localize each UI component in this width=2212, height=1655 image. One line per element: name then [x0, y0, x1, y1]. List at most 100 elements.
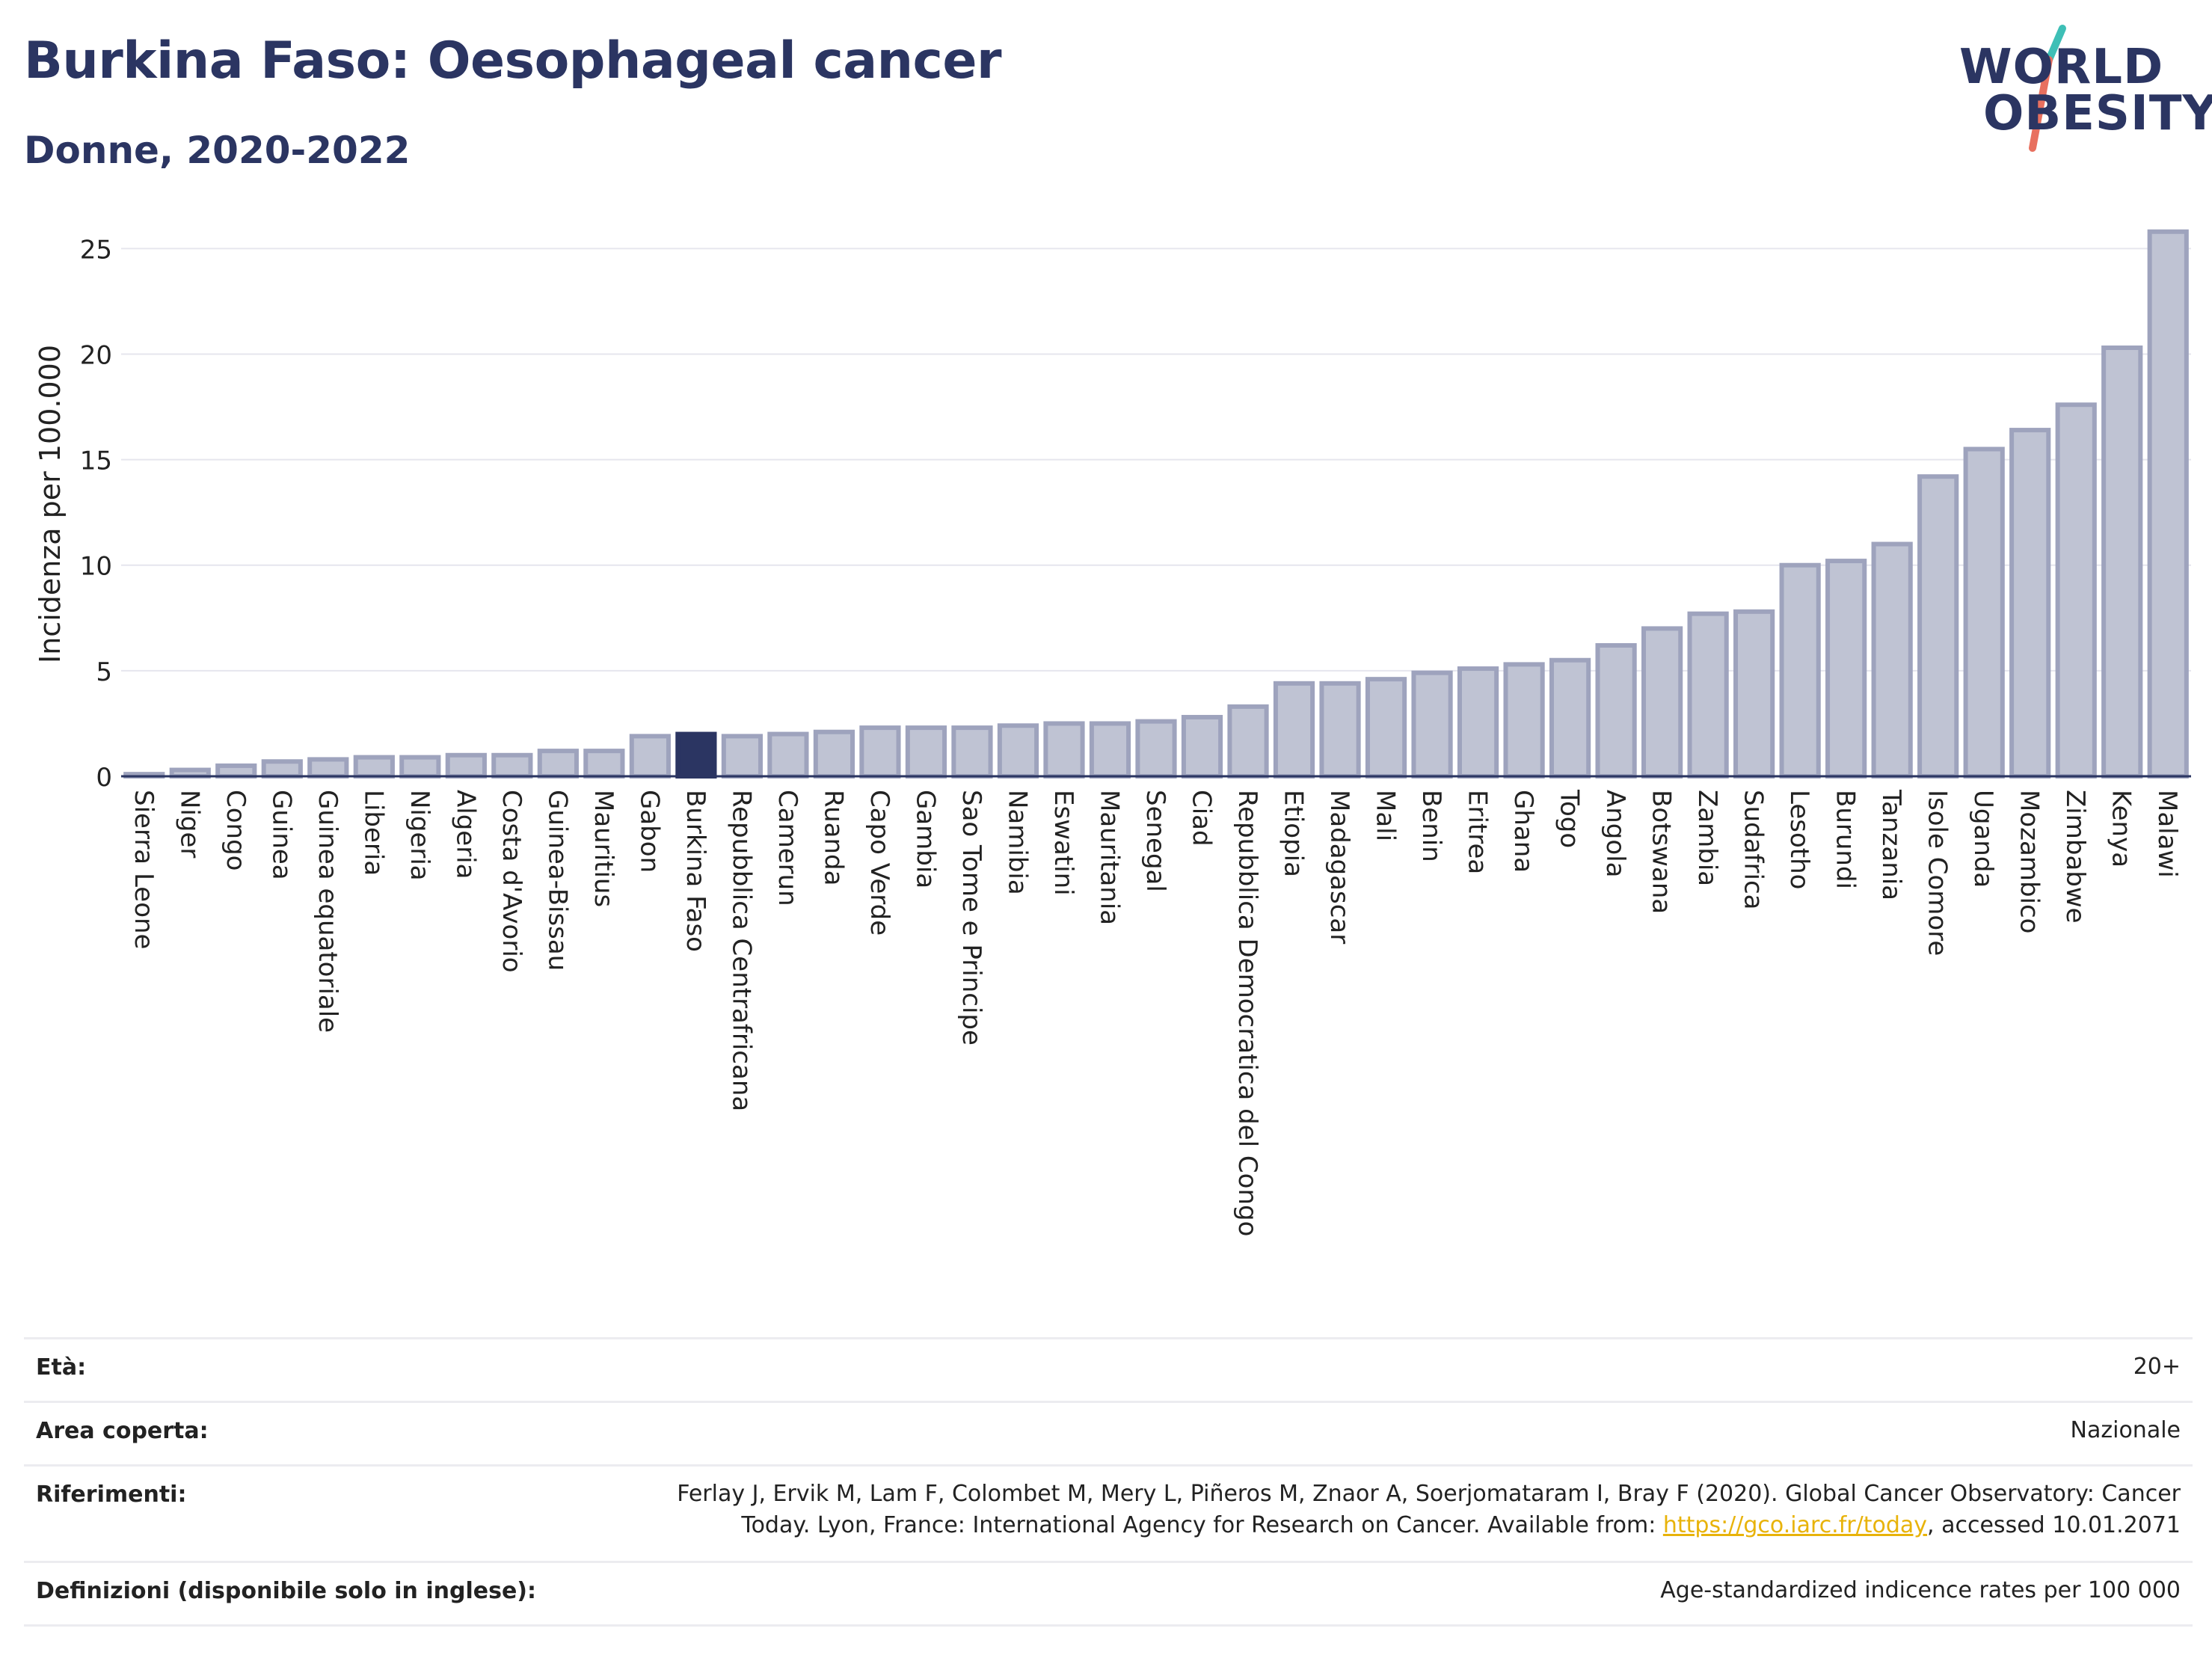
x-tick-label: Etiopia	[1279, 790, 1309, 877]
bar-burkina-faso	[675, 731, 717, 779]
meta-label: Area coperta:	[36, 1418, 209, 1444]
x-tick-label: Congo	[221, 790, 251, 871]
bar-ruanda	[813, 729, 855, 779]
x-tick-label: Mali	[1371, 790, 1401, 841]
x-tick-label: Malawi	[2152, 790, 2182, 878]
meta-value: Ferlay J, Ervik M, Lam F, Colombet M, Me…	[677, 1481, 2181, 1538]
x-tick-label: Burkina Faso	[681, 790, 710, 952]
meta-value: Nazionale	[2070, 1417, 2181, 1443]
x-tick-label: Isole Comore	[1923, 790, 1953, 956]
world-obesity-logo: WORLD OBESITY	[1944, 15, 2212, 165]
chart-bars	[123, 229, 2189, 779]
y-tick-label: 10	[80, 552, 112, 582]
x-tick-label: Guinea equatoriale	[313, 790, 342, 1033]
bar-liberia	[353, 755, 395, 779]
y-axis-label: Incidenza per 100.000	[34, 345, 67, 663]
x-tick-label: Guinea-Bissau	[542, 790, 572, 971]
x-tick-label: Lesotho	[1784, 790, 1814, 889]
bar-mali	[1365, 677, 1407, 779]
x-tick-label: Eritrea	[1463, 790, 1493, 874]
bar-congo	[215, 763, 257, 779]
x-tick-label: Madagascar	[1324, 790, 1354, 944]
y-tick-label: 0	[96, 763, 112, 793]
x-tick-label: Sierra Leone	[129, 790, 159, 949]
metadata-table: Età: 20+ Area coperta: Nazionale Riferimenti…	[24, 1337, 2193, 1627]
bar-camerun	[767, 731, 809, 779]
bar-repubblica-democratica-del-congo	[1227, 704, 1269, 779]
x-tick-label: Ciad	[1187, 790, 1217, 847]
x-tick-label: Zambia	[1692, 790, 1722, 886]
bar-madagascar	[1319, 681, 1361, 779]
bar-kenya	[2101, 346, 2143, 779]
x-tick-label: Senegal	[1140, 790, 1170, 892]
x-tick-label: Angola	[1600, 790, 1630, 877]
x-tick-label: Capo Verde	[864, 790, 894, 936]
x-tick-label: Algeria	[450, 790, 480, 879]
bar-repubblica-centrafricana	[721, 734, 764, 779]
bar-capo-verde	[859, 725, 901, 779]
x-tick-label: Ghana	[1508, 790, 1538, 873]
x-tick-label: Sudafrica	[1739, 790, 1769, 909]
bar-sudafrica	[1733, 609, 1775, 779]
bar-burundi	[1825, 559, 1867, 779]
logo-slash-icon	[2029, 25, 2066, 152]
bar-mozambico	[2009, 428, 2051, 779]
bar-gabon	[629, 734, 671, 779]
meta-value: 20+	[2133, 1354, 2181, 1380]
bar-botswana	[1641, 626, 1683, 779]
bar-namibia	[997, 723, 1039, 779]
x-tick-label: Nigeria	[405, 790, 434, 881]
bar-chart: 0 5 10 15 20 25 Sierra Leone Niger Congo Guinea G…	[34, 229, 2191, 1236]
x-tick-label: Liberia	[358, 790, 388, 876]
x-tick-label: Mauritania	[1094, 790, 1124, 925]
page-title: Burkina Faso: Oesophageal cancer	[24, 31, 1002, 90]
x-tick-label: Botswana	[1647, 790, 1677, 914]
x-tick-label: Costa d'Avorio	[497, 790, 526, 973]
bar-lesotho	[1779, 562, 1821, 779]
bar-malawi	[2147, 229, 2189, 779]
bar-zimbabwe	[2055, 402, 2097, 779]
reference-link[interactable]: https://gco.iarc.fr/today	[1662, 1512, 1928, 1538]
x-tick-label: Repubblica Democratica del Congo	[1232, 790, 1262, 1236]
y-tick-label: 15	[80, 446, 112, 476]
bar-eritrea	[1457, 666, 1499, 779]
bar-isole-comore	[1917, 474, 1959, 779]
bar-etiopia	[1273, 681, 1315, 779]
y-tick-label: 5	[96, 657, 112, 687]
meta-label: Definizioni (disponibile solo in inglese…	[36, 1578, 536, 1604]
bar-guinea-bissau	[537, 749, 579, 779]
x-tick-label: Camerun	[772, 790, 802, 906]
x-tick-label: Burundi	[1831, 790, 1861, 889]
meta-row: Età: 20+	[24, 1337, 2193, 1401]
meta-row: Definizioni (disponibile solo in inglese…	[24, 1561, 2193, 1627]
meta-value: Age-standardized indicence rates per 100…	[1660, 1577, 2181, 1603]
bar-mauritania	[1089, 721, 1131, 779]
meta-row: Riferimenti: Ferlay J, Ervik M, Lam F, Co…	[24, 1464, 2193, 1561]
x-tick-label: Zimbabwe	[2060, 790, 2090, 924]
x-tick-label: Kenya	[2107, 790, 2136, 868]
y-tick-labels: 0 5 10 15 20 25	[80, 235, 112, 793]
bar-senegal	[1135, 719, 1177, 779]
y-tick-label: 25	[80, 235, 112, 265]
bar-algeria	[445, 752, 487, 779]
x-tick-label: Benin	[1416, 790, 1446, 862]
bar-zambia	[1687, 611, 1729, 779]
x-tick-label: Tanzania	[1876, 789, 1906, 900]
x-tick-label: Repubblica Centrafricana	[726, 790, 756, 1111]
bar-benin	[1411, 670, 1453, 779]
bar-ghana	[1503, 662, 1545, 779]
meta-row: Area coperta: Nazionale	[24, 1401, 2193, 1464]
x-tick-label: Gabon	[634, 790, 664, 873]
x-tick-label: Ruanda	[818, 790, 848, 885]
bar-sao-tome-e-principe	[951, 725, 993, 779]
meta-label: Età:	[36, 1354, 87, 1381]
x-tick-label: Niger	[174, 790, 204, 858]
bar-guinea	[261, 759, 303, 779]
bar-togo	[1549, 657, 1591, 779]
page-subtitle: Donne, 2020-2022	[24, 129, 411, 172]
x-tick-label: Gambia	[910, 790, 940, 888]
x-tick-label: Mozambico	[2015, 790, 2044, 933]
x-tick-label: Eswatini	[1048, 790, 1078, 896]
y-tick-label: 20	[80, 340, 112, 370]
x-tick-label: Guinea	[266, 790, 296, 880]
